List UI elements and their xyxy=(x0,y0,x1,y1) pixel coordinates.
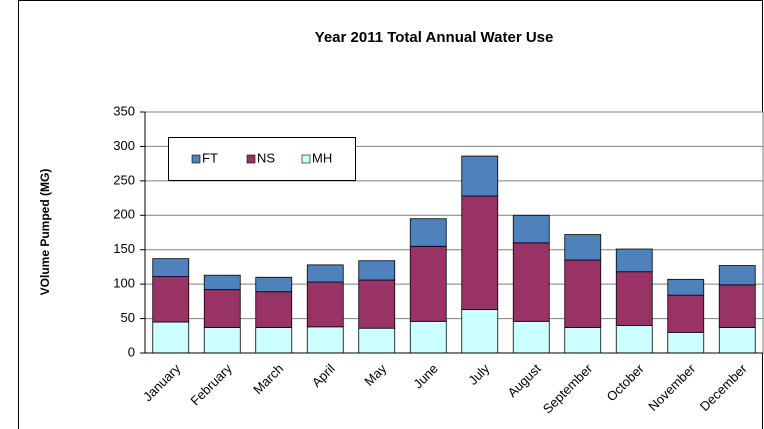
bar-segment xyxy=(152,321,190,354)
legend-label: NS xyxy=(257,150,275,165)
y-tick-label: 200 xyxy=(113,207,135,222)
bar-segment xyxy=(615,325,653,354)
y-tick-label: 0 xyxy=(128,344,135,359)
y-tick-label: 300 xyxy=(113,138,135,153)
bar-segment xyxy=(564,327,602,354)
bar-segment xyxy=(358,279,396,329)
bar-segment xyxy=(564,234,602,261)
legend-label: MH xyxy=(312,150,332,165)
bar-segment xyxy=(255,327,293,354)
bar-segment xyxy=(718,284,756,328)
legend-swatch xyxy=(246,154,256,164)
bar-segment xyxy=(512,214,550,244)
y-tick-label: 250 xyxy=(113,172,135,187)
bar-segment xyxy=(409,218,447,247)
bar-segment xyxy=(358,327,396,354)
bar-segment xyxy=(203,274,241,291)
bar-segment xyxy=(461,195,499,311)
bar-segment xyxy=(306,281,344,328)
bar-segment xyxy=(255,291,293,328)
bar-segment xyxy=(409,245,447,322)
bar-segment xyxy=(152,258,190,277)
bar-segment xyxy=(718,327,756,354)
bar-segment xyxy=(409,320,447,354)
bar-segment xyxy=(152,276,190,323)
legend-swatch xyxy=(301,154,311,164)
bar-segment xyxy=(564,259,602,328)
y-tick-label: 150 xyxy=(113,241,135,256)
bar-segment xyxy=(718,265,756,286)
bar-segment xyxy=(667,294,705,333)
bar-segment xyxy=(306,326,344,354)
bar-segment xyxy=(512,242,550,322)
y-tick-label: 350 xyxy=(113,103,135,118)
bar-segment xyxy=(615,248,653,273)
bar-segment xyxy=(667,278,705,296)
legend-label: FT xyxy=(202,150,218,165)
bar-segment xyxy=(358,260,396,281)
bar-segment xyxy=(512,320,550,354)
bar-segment xyxy=(203,289,241,328)
bar-segment xyxy=(461,309,499,354)
bar-segment xyxy=(255,276,293,293)
bar-segment xyxy=(306,264,344,283)
bar-segment xyxy=(615,271,653,326)
bar-segment xyxy=(461,155,499,197)
y-tick-label: 100 xyxy=(113,276,135,291)
chart-title: Year 2011 Total Annual Water Use xyxy=(315,29,554,46)
y-axis-label: VOlume Pumped (MG) xyxy=(38,169,52,296)
bar-segment xyxy=(667,331,705,354)
legend-swatch xyxy=(191,154,201,164)
bar-segment xyxy=(203,327,241,354)
y-tick-label: 50 xyxy=(121,310,135,325)
